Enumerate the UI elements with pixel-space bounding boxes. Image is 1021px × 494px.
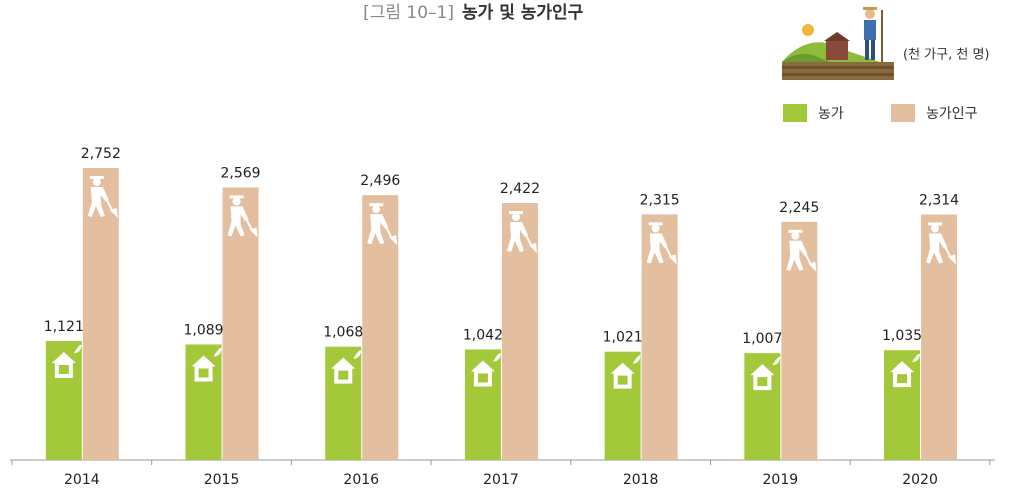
farmer-head <box>93 178 101 186</box>
farmer-head <box>652 224 660 232</box>
value-label: 2,752 <box>81 146 121 162</box>
value-label: 1,121 <box>44 319 84 335</box>
value-label: 2,569 <box>221 165 261 181</box>
farmer-head <box>791 232 799 240</box>
farmer-head <box>931 224 939 232</box>
value-label: 2,422 <box>500 181 540 197</box>
farmer-hat <box>369 203 383 206</box>
farmer-hat <box>509 211 523 214</box>
x-tick-label: 2016 <box>343 472 379 488</box>
chart-title: 농가 및 농가인구 <box>462 3 584 23</box>
value-label: 2,314 <box>919 192 959 208</box>
unit-label: (천 가구, 천 명) <box>903 48 989 63</box>
chart: [그림 10–1] 농가 및 농가인구 (천 가구, 천 명) 농가 농가인구 20… <box>0 0 1021 494</box>
x-tick-label: 2019 <box>763 472 799 488</box>
legend-swatch <box>891 104 915 122</box>
farmer-hat <box>649 222 663 225</box>
farmer-hat <box>230 195 244 198</box>
value-label: 2,315 <box>640 192 680 208</box>
farmer-hat <box>788 230 802 233</box>
farmer-head <box>512 213 520 221</box>
value-label: 2,245 <box>779 200 819 216</box>
page: {"chart_data": { "type": "bar", "figure_… <box>0 0 1021 494</box>
legend-label: 농가인구 <box>926 106 978 122</box>
x-tick-label: 2020 <box>902 472 938 488</box>
value-label: 1,089 <box>184 322 224 338</box>
value-label: 2,496 <box>360 173 400 189</box>
legend-label: 농가 <box>818 106 844 122</box>
x-tick-label: 2015 <box>204 472 240 488</box>
farm-illustration <box>782 7 894 80</box>
farmer-hat <box>90 176 104 179</box>
x-tick-label: 2018 <box>623 472 659 488</box>
x-tick-label: 2014 <box>64 472 100 488</box>
value-label: 1,035 <box>882 328 922 344</box>
value-label: 1,042 <box>463 327 503 343</box>
figure-label: [그림 10–1] <box>363 3 454 23</box>
value-label: 1,007 <box>742 331 782 347</box>
legend-swatch <box>783 104 807 122</box>
x-tick-label: 2017 <box>483 472 519 488</box>
value-label: 1,068 <box>323 325 363 341</box>
farmer-hat <box>928 222 942 225</box>
value-label: 1,021 <box>603 330 643 346</box>
farmer-head <box>372 205 380 213</box>
farmer-head <box>233 197 241 205</box>
